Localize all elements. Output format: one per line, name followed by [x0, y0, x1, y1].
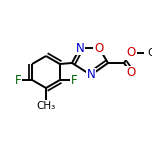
Text: N: N	[76, 41, 84, 55]
Text: F: F	[71, 74, 77, 86]
Text: O: O	[126, 47, 136, 59]
Text: F: F	[15, 74, 21, 86]
Text: N: N	[87, 69, 95, 81]
Text: CH₃: CH₃	[36, 101, 56, 111]
Text: O: O	[94, 41, 104, 55]
Text: O: O	[126, 67, 136, 79]
Text: CH₃: CH₃	[147, 48, 152, 58]
